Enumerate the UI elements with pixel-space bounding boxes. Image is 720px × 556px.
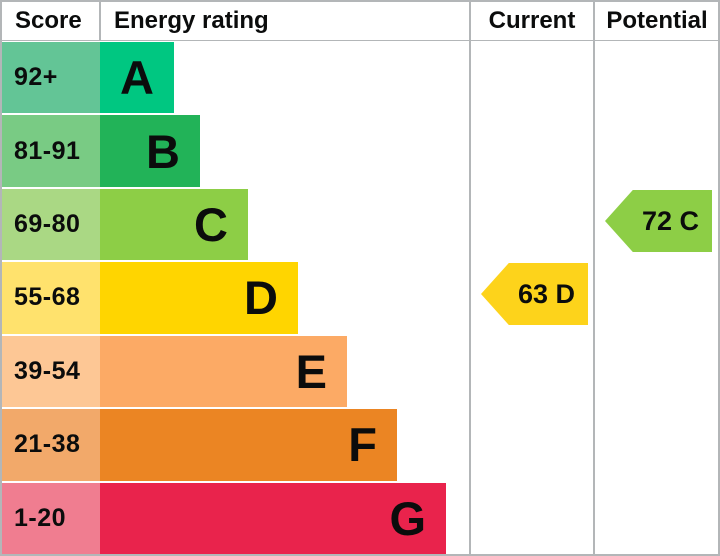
energy-rating-column-header: Energy rating — [114, 7, 269, 34]
band-d-bar: D — [100, 262, 298, 334]
band-row-e: 39-54 E — [2, 335, 718, 408]
current-column-header: Current — [488, 7, 576, 34]
band-e-letter: E — [295, 344, 327, 398]
band-g-score-range: 1-20 — [2, 482, 100, 554]
band-row-a: 92+ A — [2, 42, 718, 114]
band-row-c: 69-80 C — [2, 188, 718, 261]
band-row-b: 81-91 B — [2, 115, 718, 187]
band-d-letter: D — [244, 271, 278, 325]
potential-column-divider — [593, 2, 595, 554]
current-rating-label: 63 D — [517, 278, 576, 309]
band-b-score-range: 81-91 — [2, 115, 100, 187]
band-c-letter: C — [194, 198, 228, 252]
band-f-score-range: 21-38 — [2, 409, 100, 481]
band-c-bar: C — [100, 188, 248, 261]
band-f-letter: F — [348, 418, 377, 472]
band-f-bar: F — [100, 409, 397, 481]
potential-rating-label: 72 C — [641, 205, 700, 236]
score-column-divider — [99, 2, 101, 40]
band-a-bar: A — [100, 42, 174, 114]
potential-column-header: Potential — [606, 7, 708, 34]
band-rows: 92+ A 81-91 B 69-80 C 55-68 D 39-54 E 21… — [2, 42, 718, 554]
band-row-f: 21-38 F — [2, 409, 718, 481]
band-a-letter: A — [120, 51, 154, 105]
band-g-letter: G — [389, 491, 426, 545]
chart-header: Score Energy rating Current Potential — [2, 2, 718, 41]
band-b-letter: B — [146, 124, 180, 178]
current-column-divider — [469, 2, 471, 554]
band-row-d: 55-68 D — [2, 262, 718, 334]
band-a-score-range: 92+ — [2, 42, 100, 114]
band-b-bar: B — [100, 115, 200, 187]
band-d-score-range: 55-68 — [2, 262, 100, 334]
score-column-header: Score — [15, 7, 82, 34]
band-g-bar: G — [100, 482, 446, 554]
band-row-g: 1-20 G — [2, 482, 718, 554]
band-e-score-range: 39-54 — [2, 335, 100, 408]
band-e-bar: E — [100, 335, 347, 408]
band-c-score-range: 69-80 — [2, 188, 100, 261]
